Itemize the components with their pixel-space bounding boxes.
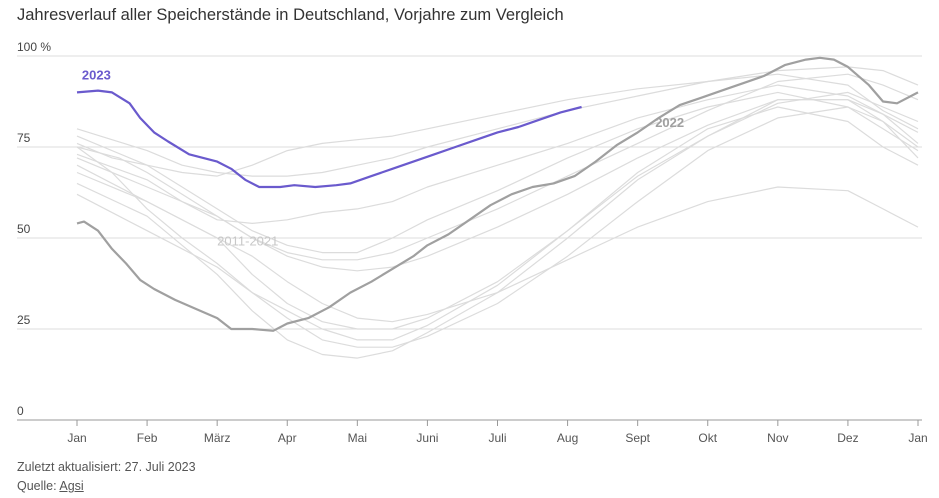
x-tick-label-4: Mai [348,431,367,445]
series-line-2022 [76,56,919,332]
x-tick-label-5: Juni [416,431,438,445]
background-series-line-1 [76,84,919,224]
background-series-line-8 [76,73,919,177]
x-tick-label-10: Nov [767,431,788,445]
y-tick-50: 50 [17,222,31,236]
chart-title: Jahresverlauf aller Speicherstände in De… [17,6,564,24]
background-series-line-7 [76,171,919,323]
background-series-line-9 [76,106,919,348]
background-series-line-3 [76,99,919,359]
source-prefix: Quelle: [17,479,60,493]
background-series-line-6 [76,66,919,177]
y-axis-ticks: 0 25 50 75 100 % [17,40,51,418]
label-2022: 2022 [655,115,684,130]
label-2011-2021: 2011-2021 [217,233,278,248]
background-series-line-2 [76,106,919,341]
highlight-series [76,56,919,332]
source-note: Quelle: Agsi [17,479,84,493]
background-series-line-5 [76,73,919,261]
background-series-line-0 [76,91,919,254]
x-tick-label-1: Feb [137,431,158,445]
x-tick-label-2: März [204,431,231,445]
y-tick-25: 25 [17,313,31,327]
x-tick-label-8: Sept [625,431,650,445]
label-2023: 2023 [82,68,111,83]
x-tick-label-0: Jan [67,431,86,445]
source-link[interactable]: Agsi [59,479,84,493]
background-series-line-10 [76,99,919,272]
series-line-2023 [76,89,582,189]
x-tick-label-11: Dez [837,431,858,445]
x-tick-label-3: Apr [278,431,297,445]
x-axis: Jan Feb März Apr Mai Juni Juli Aug Sept Okt Nov Dez… [67,420,928,445]
x-tick-label-7: Aug [557,431,578,445]
y-tick-0: 0 [17,404,24,418]
x-tick-label-9: Okt [698,431,717,445]
x-tick-label-12: Jan [908,431,927,445]
grid-lines [17,55,922,421]
x-tick-label-6: Juli [488,431,506,445]
y-tick-75: 75 [17,131,31,145]
y-tick-100: 100 % [17,40,51,54]
series-labels: 2023 2022 2011-2021 [82,68,684,249]
updated-note: Zuletzt aktualisiert: 27. Juli 2023 [17,460,196,474]
background-series-2011-2021 [76,66,919,359]
